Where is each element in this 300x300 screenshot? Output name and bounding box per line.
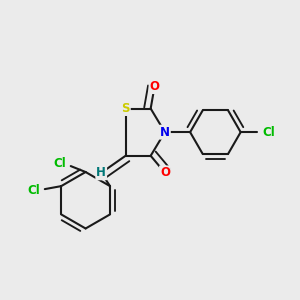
Text: H: H (96, 166, 106, 179)
Text: Cl: Cl (27, 184, 40, 197)
Text: O: O (160, 167, 170, 179)
Text: Cl: Cl (53, 157, 66, 169)
Text: Cl: Cl (262, 126, 275, 139)
Text: S: S (121, 102, 130, 115)
Text: O: O (149, 80, 160, 93)
Text: N: N (160, 126, 170, 139)
